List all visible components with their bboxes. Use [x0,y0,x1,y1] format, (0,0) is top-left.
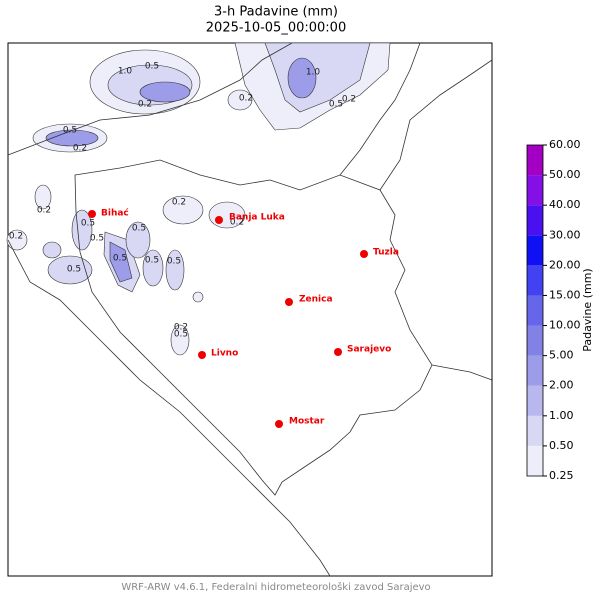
contour-label: 0.2 [174,323,188,333]
border [379,59,493,191]
precipitation [6,42,391,356]
colorbar-tick-label: 50.00 [549,168,581,181]
coastline [7,239,331,577]
contour-label: 0.5 [145,256,159,266]
border [7,42,293,156]
border [74,159,433,496]
colorbar-tick-label: 0.25 [549,469,574,482]
contour-label: 1.0 [118,67,133,77]
city-label: Bihać [101,208,129,219]
colorbar: 0.25 0.50 1.00 2.00 5.00 10.00 15.00 20.00 30.00… [526,138,581,482]
colorbar-tick-label: 10.00 [549,319,581,332]
colorbar-segment [527,235,543,266]
contour-label: 0.2 [172,198,186,208]
colorbar-tick-label: 0.50 [549,439,574,452]
colorbar-tick-label: 40.00 [549,198,581,211]
colorbar-segment [527,445,543,476]
city-label: Livno [211,349,238,359]
contour-label: 0.5 [132,224,146,234]
colorbar-segment [527,205,543,236]
subtitle: 2025-10-05_00:00:00 [206,21,346,36]
contour-label: 0.5 [113,254,127,264]
colorbar-tick-label: 60.00 [549,138,581,151]
colorbar-segment [527,415,543,446]
contour-label: 0.5 [329,100,343,110]
contour-labels: 1.0 0.5 0.2 1.0 0.5 0.2 0.2 0.5 0.2 0.2 … [9,62,356,340]
contour-label: 0.2 [9,232,23,242]
contour-label: 0.2 [73,144,87,154]
colorbar-tick-label: 20.00 [549,258,581,271]
contour-label: 0.5 [145,62,159,72]
contour-label: 0.5 [67,265,81,275]
contour-label: 0.2 [37,206,51,216]
colorbar-segment [527,385,543,416]
colorbar-tick-label: 2.00 [549,379,574,392]
city-label: Mostar [289,417,325,427]
colorbar-segment [527,145,543,176]
colorbar-frame [526,144,544,477]
colorbar-segment [527,295,543,326]
contour-label: 0.5 [63,126,77,136]
colorbar-tick-label: 5.00 [549,349,574,362]
colorbar-segment [527,355,543,386]
city-label: Tuzla [373,248,399,258]
map-frame [7,42,493,577]
footer: WRF-ARW v4.6.1, Federalni hidrometeorolo… [121,581,430,593]
border [431,364,493,381]
cities: Bihać Banja Luka Tuzla Zenica Livno Sara… [88,208,399,428]
colorbar-segment [527,325,543,356]
contour-label: 0.2 [239,94,253,104]
colorbar-label: Padavine (mm) [581,268,594,351]
colorbar-tick-label: 15.00 [549,288,581,301]
contour-label: 0.2 [138,100,152,110]
map: 1.0 0.5 0.2 1.0 0.5 0.2 0.2 0.5 0.2 0.2 … [6,42,493,577]
colorbar-segment [527,175,543,206]
colorbar-tick-label: 1.00 [549,409,574,422]
title: 3-h Padavine (mm) [214,5,338,20]
colorbar-tick-label: 30.00 [549,228,581,241]
city-label: Sarajevo [347,345,391,355]
city-label: Banja Luka [229,213,285,223]
border [339,42,421,176]
contour-label: 1.0 [306,68,321,78]
contour-label: 0.5 [174,330,188,340]
contour-label: 0.5 [167,257,181,267]
contour-label: 0.2 [230,218,244,228]
contour-label: 0.5 [81,219,95,229]
contour-label: 0.2 [342,95,356,105]
contour-label: 0.5 [90,234,104,244]
city-label: Zenica [299,295,333,305]
colorbar-segment [527,265,543,296]
